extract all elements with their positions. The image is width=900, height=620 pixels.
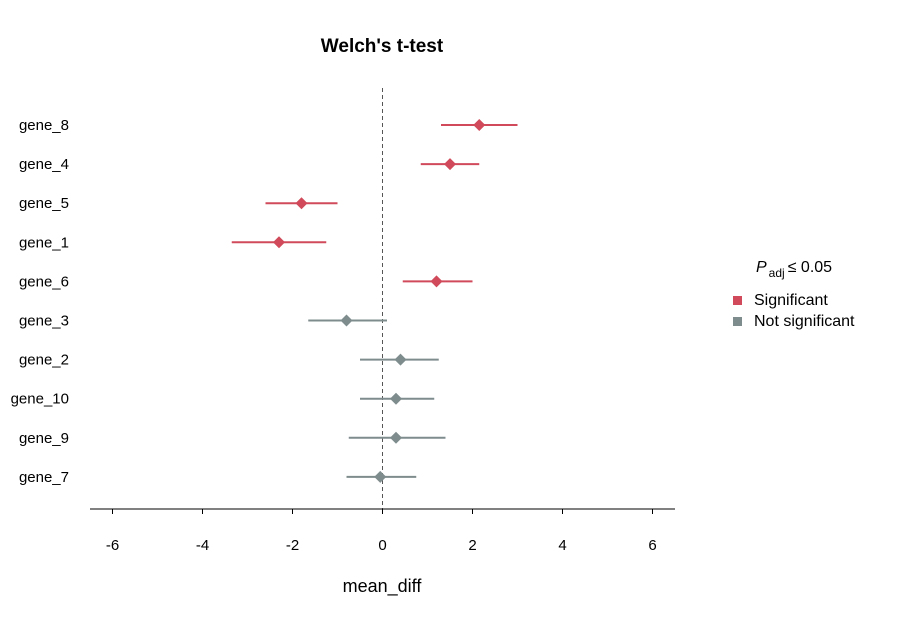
chart-title: Welch's t-test (321, 36, 444, 57)
data-point (430, 275, 443, 288)
data-point (390, 431, 402, 444)
x-tick-label: 6 (648, 537, 656, 554)
data-point (340, 314, 353, 327)
x-tick-label: -2 (286, 537, 299, 554)
y-tick-label: gene_1 (19, 234, 69, 251)
data-point (295, 197, 308, 210)
data-point (394, 353, 407, 366)
legend-entries: Significant Not significant (733, 292, 855, 330)
data-point (374, 470, 387, 483)
y-tick-label: gene_6 (19, 273, 69, 290)
legend-title-main: P (756, 259, 767, 276)
y-tick-label: gene_7 (19, 469, 69, 486)
y-tick-label: gene_4 (19, 156, 69, 173)
x-tick-label: -6 (106, 537, 119, 554)
legend-label: Not significant (754, 313, 855, 330)
legend-label: Significant (754, 292, 828, 309)
data-point (473, 119, 486, 131)
x-tick-label: -4 (196, 537, 209, 554)
y-tick-label: gene_8 (19, 117, 69, 134)
x-axis: -6 -4 -2 0 2 4 6 (90, 508, 675, 554)
legend-title-sub: adj (769, 266, 785, 280)
legend-swatch (733, 296, 742, 305)
legend-title-rest: ≤ 0.05 (788, 259, 832, 276)
y-tick-label: gene_5 (19, 195, 69, 212)
legend-swatch (733, 317, 742, 326)
y-tick-label: gene_3 (19, 313, 69, 330)
y-tick-label: gene_2 (19, 352, 69, 369)
x-tick-label: 4 (558, 537, 566, 554)
y-tick-label: gene_9 (19, 430, 69, 447)
y-tick-label: gene_10 (11, 391, 69, 408)
data-point (390, 392, 402, 405)
x-tick-label: 0 (378, 537, 386, 554)
x-axis-title: mean_diff (343, 576, 423, 597)
plot-area: gene_8 gene_4 gene_5 gene_1 gene_6 gene_3gene… (11, 88, 518, 509)
data-point (444, 158, 456, 171)
data-point (273, 236, 285, 249)
x-tick-label: 2 (468, 537, 476, 554)
